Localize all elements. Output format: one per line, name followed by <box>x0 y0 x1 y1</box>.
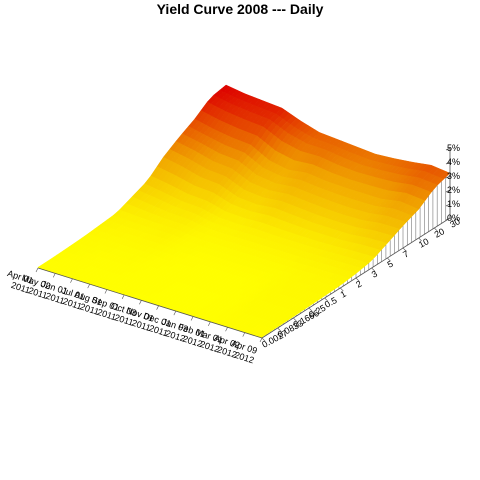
date-tick-mark <box>156 305 159 310</box>
date-tick-mark <box>121 294 125 300</box>
z-tick-mark <box>445 147 451 151</box>
date-tick-mark <box>259 337 263 343</box>
maturity-tick-mark <box>293 317 297 322</box>
date-tick-mark <box>35 267 39 273</box>
maturity-tick-mark <box>402 247 407 252</box>
z-tick-label: 1% <box>447 199 460 209</box>
z-tick-mark <box>445 203 451 207</box>
z-axis-ticks: 0% 1% 2% 3% 4% 5% <box>445 143 460 223</box>
maturity-tick-mark <box>434 227 438 232</box>
maturity-tick-label: 30 <box>448 216 462 230</box>
chart-title: Yield Curve 2008 --- Daily <box>156 1 324 17</box>
date-tick-mark <box>208 321 211 326</box>
maturity-tick-label: 3 <box>370 269 379 280</box>
maturity-tick-mark <box>355 277 360 282</box>
maturity-tick-mark <box>418 237 422 242</box>
maturity-tick-mark <box>371 267 375 272</box>
maturity-tick-mark <box>449 217 454 222</box>
maturity-tick-label: 10 <box>417 236 431 250</box>
date-tick-mark <box>52 273 56 278</box>
date-tick-mark <box>225 327 228 332</box>
date-tick-mark <box>190 316 194 321</box>
date-axis-line <box>37 267 263 339</box>
z-tick-label: 2% <box>447 185 460 195</box>
maturity-tick-label: 20 <box>433 226 447 240</box>
maturity-tick-mark <box>277 327 281 332</box>
z-tick-label: 3% <box>447 171 460 181</box>
z-tick-label: 0% <box>447 213 460 223</box>
date-tick-mark <box>139 300 142 305</box>
maturity-tick-mark <box>340 287 344 292</box>
z-tick-label: 4% <box>447 157 460 167</box>
maturity-tick-label: 7 <box>401 249 410 260</box>
z-tick-mark <box>445 161 451 165</box>
maturity-tick-mark <box>308 307 313 312</box>
date-tick-mark <box>87 284 90 289</box>
date-tick-mark <box>173 310 177 316</box>
maturity-tick-mark <box>387 257 391 262</box>
z-tick-mark <box>445 217 451 221</box>
date-tick-mark <box>70 278 73 283</box>
z-tick-label: 5% <box>447 143 460 153</box>
maturity-tick-label: 2 <box>354 279 363 290</box>
maturity-tick-label: 1 <box>339 289 348 300</box>
maturity-tick-mark <box>324 297 328 302</box>
date-tick-mark <box>242 332 246 337</box>
maturity-tick-mark <box>261 337 266 342</box>
z-tick-mark <box>445 175 451 179</box>
maturity-tick-label: 5 <box>386 259 395 270</box>
z-tick-mark <box>445 189 451 193</box>
date-tick-mark <box>104 289 108 294</box>
